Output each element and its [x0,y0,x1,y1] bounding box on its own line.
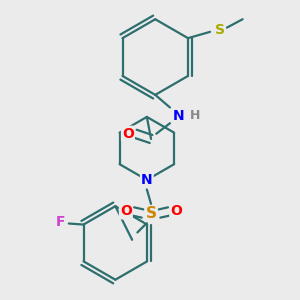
Text: O: O [120,204,132,218]
Text: H: H [190,110,200,122]
Text: N: N [141,173,153,187]
Text: F: F [56,215,65,230]
Text: S: S [146,206,157,221]
Text: N: N [172,109,184,123]
Text: S: S [214,23,224,37]
Text: O: O [170,204,182,218]
Text: O: O [122,127,134,141]
